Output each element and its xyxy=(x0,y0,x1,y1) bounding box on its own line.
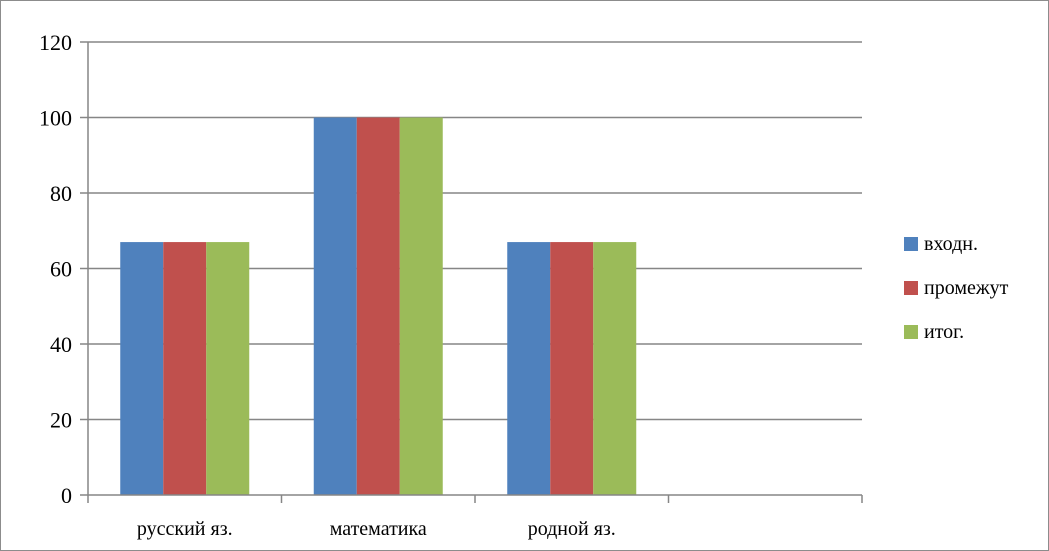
bar xyxy=(593,242,637,495)
bar xyxy=(313,117,357,495)
bar xyxy=(120,242,164,495)
axes xyxy=(87,42,863,503)
legend-item: входн. xyxy=(904,229,1008,259)
legend-swatch xyxy=(904,325,918,339)
legend-label: входн. xyxy=(924,232,978,255)
legend-label: промежут xyxy=(924,276,1009,299)
y-tick-labels: 0 20 40 60 80 100 120 xyxy=(39,30,72,508)
x-category-label: русский яз. xyxy=(137,518,233,540)
y-tick-label: 40 xyxy=(50,332,72,357)
bar xyxy=(356,117,400,495)
bar xyxy=(507,242,551,495)
y-tick-label: 100 xyxy=(39,106,72,131)
x-category-label: родной яз. xyxy=(528,518,616,540)
y-tick-label: 0 xyxy=(61,483,72,508)
y-tick-label: 120 xyxy=(39,30,72,55)
legend-swatch xyxy=(904,237,918,251)
bar xyxy=(163,242,207,495)
bar xyxy=(550,242,594,495)
legend-item: промежут xyxy=(904,273,1008,303)
bar xyxy=(206,242,250,495)
y-tick-label: 20 xyxy=(50,408,72,433)
y-tick-label: 80 xyxy=(50,181,72,206)
x-category-label: математика xyxy=(330,518,427,540)
legend-item: итог. xyxy=(904,317,1008,347)
legend: входн. промежут итог. xyxy=(904,229,1008,361)
legend-swatch xyxy=(904,281,918,295)
bars xyxy=(120,117,637,495)
bar xyxy=(399,117,443,495)
x-category-labels: русский яз. математика родной яз. xyxy=(137,518,616,540)
y-tick-label: 60 xyxy=(50,257,72,282)
legend-label: итог. xyxy=(924,320,965,343)
